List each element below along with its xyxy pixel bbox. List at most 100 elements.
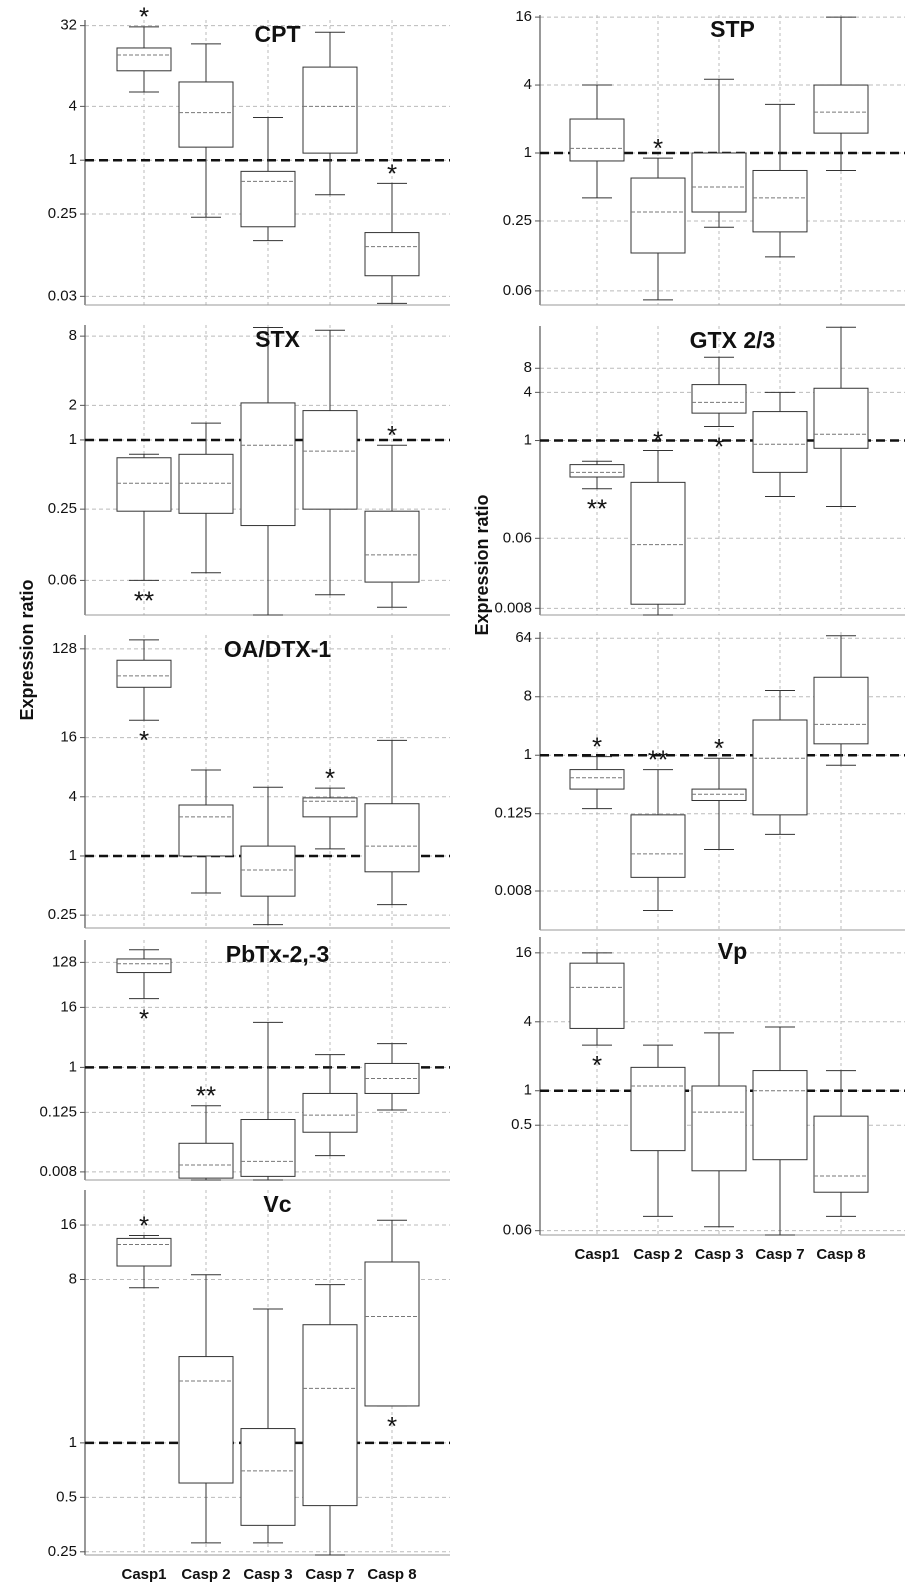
panel-title: GTX 2/3: [690, 327, 776, 353]
significance-mark: *: [714, 733, 724, 763]
panel: 16 4 1 0.25 0.06 * STP: [503, 8, 905, 306]
y-tick-label: 2: [69, 396, 77, 413]
box: [813, 387, 869, 449]
y-tick-label: 0.008: [494, 599, 532, 616]
box: [302, 1324, 358, 1507]
y-tick-label: 0.25: [48, 1543, 77, 1560]
panel-title: STX: [255, 326, 300, 352]
box: [364, 232, 420, 277]
significance-mark: *: [139, 725, 149, 755]
box: [116, 1237, 172, 1267]
box: [178, 1356, 234, 1484]
y-tick-label: 0.008: [39, 1163, 77, 1180]
y-tick-label: 0.25: [48, 906, 77, 923]
y-tick-label: 4: [524, 383, 532, 400]
box: [691, 384, 747, 414]
box: [302, 66, 358, 154]
panel: 32 4 1 0.25 0.03 * * CPT: [48, 2, 450, 306]
y-tick-label: 16: [60, 729, 77, 746]
y-tick-label: 16: [60, 998, 77, 1015]
significance-mark: *: [139, 1003, 149, 1033]
panel-title: Vp: [718, 938, 747, 964]
y-tick-label: 0.25: [48, 500, 77, 517]
y-tick-label: 0.25: [48, 205, 77, 222]
y-axis-label: Expression ratio: [17, 579, 37, 720]
y-tick-label: 0.5: [511, 1116, 532, 1133]
panel-title: CPT: [255, 21, 301, 47]
significance-mark: *: [139, 2, 149, 32]
box: [116, 47, 172, 72]
box: [813, 676, 869, 745]
y-tick-label: 16: [60, 1216, 77, 1233]
y-tick-label: 8: [69, 327, 77, 344]
box: [302, 797, 358, 818]
y-tick-label: 4: [524, 76, 532, 93]
box: [752, 411, 808, 473]
significance-mark: *: [325, 763, 335, 793]
significance-mark: *: [387, 158, 397, 188]
y-tick-label: 8: [524, 359, 532, 376]
significance-mark: **: [134, 585, 154, 615]
box: [752, 719, 808, 816]
y-tick-label: 1: [69, 1434, 77, 1451]
x-tick-label: Casp 8: [367, 1566, 416, 1583]
box: [178, 804, 234, 857]
panel: 128 16 4 1 0.25 * * OA/DTX-1: [48, 635, 450, 929]
y-tick-label: 0.06: [48, 571, 77, 588]
y-tick-label: 0.5: [56, 1488, 77, 1505]
box: [752, 169, 808, 233]
y-tick-label: 1: [69, 847, 77, 864]
significance-mark: **: [648, 744, 668, 774]
y-tick-label: 0.125: [494, 805, 532, 822]
significance-mark: **: [587, 494, 607, 524]
box: [630, 481, 686, 605]
y-tick-label: 64: [515, 629, 532, 646]
box: [178, 453, 234, 514]
box: [302, 410, 358, 510]
panel: 16 4 1 0.5 0.06 * Casp1 Casp 2 Casp 3 Casp 7 Casp …: [503, 937, 905, 1263]
box: [691, 152, 747, 213]
box: [240, 170, 296, 228]
y-tick-label: 0.25: [503, 212, 532, 229]
box: [178, 81, 234, 148]
x-tick-label: Casp 7: [755, 1246, 804, 1263]
y-tick-label: 1: [69, 1058, 77, 1075]
panel-title: OA/DTX-1: [224, 636, 332, 662]
box: [302, 1092, 358, 1133]
significance-mark: *: [387, 420, 397, 450]
y-tick-label: 4: [524, 1013, 532, 1030]
box: [630, 814, 686, 878]
significance-mark: *: [592, 1050, 602, 1080]
significance-mark: *: [592, 732, 602, 762]
x-tick-label: Casp 2: [633, 1246, 682, 1263]
significance-mark: *: [139, 1210, 149, 1240]
box: [116, 958, 172, 974]
panel: 16 8 1 0.5 0.25 * Casp1 Casp 2 Casp 3 Casp 7 * Casp…: [48, 1190, 450, 1583]
y-tick-label: 0.06: [503, 1222, 532, 1239]
box: [364, 1261, 420, 1407]
significance-mark: *: [653, 425, 663, 455]
box: [813, 84, 869, 134]
y-tick-label: 16: [515, 8, 532, 25]
y-tick-label: 0.03: [48, 287, 77, 304]
box: [569, 962, 625, 1029]
box: [116, 457, 172, 512]
significance-mark: *: [387, 1411, 397, 1441]
box: [240, 402, 296, 527]
box: [813, 1115, 869, 1193]
y-tick-label: 1: [69, 151, 77, 168]
y-tick-label: 128: [52, 953, 77, 970]
y-tick-label: 1: [524, 144, 532, 161]
box: [116, 659, 172, 688]
y-tick-label: 0.06: [503, 282, 532, 299]
box: [569, 464, 625, 478]
significance-mark: **: [196, 1081, 216, 1111]
y-tick-label: 16: [515, 944, 532, 961]
panel-title: Vc: [263, 1191, 291, 1217]
x-tick-label: Casp 2: [181, 1566, 230, 1583]
box: [630, 177, 686, 254]
